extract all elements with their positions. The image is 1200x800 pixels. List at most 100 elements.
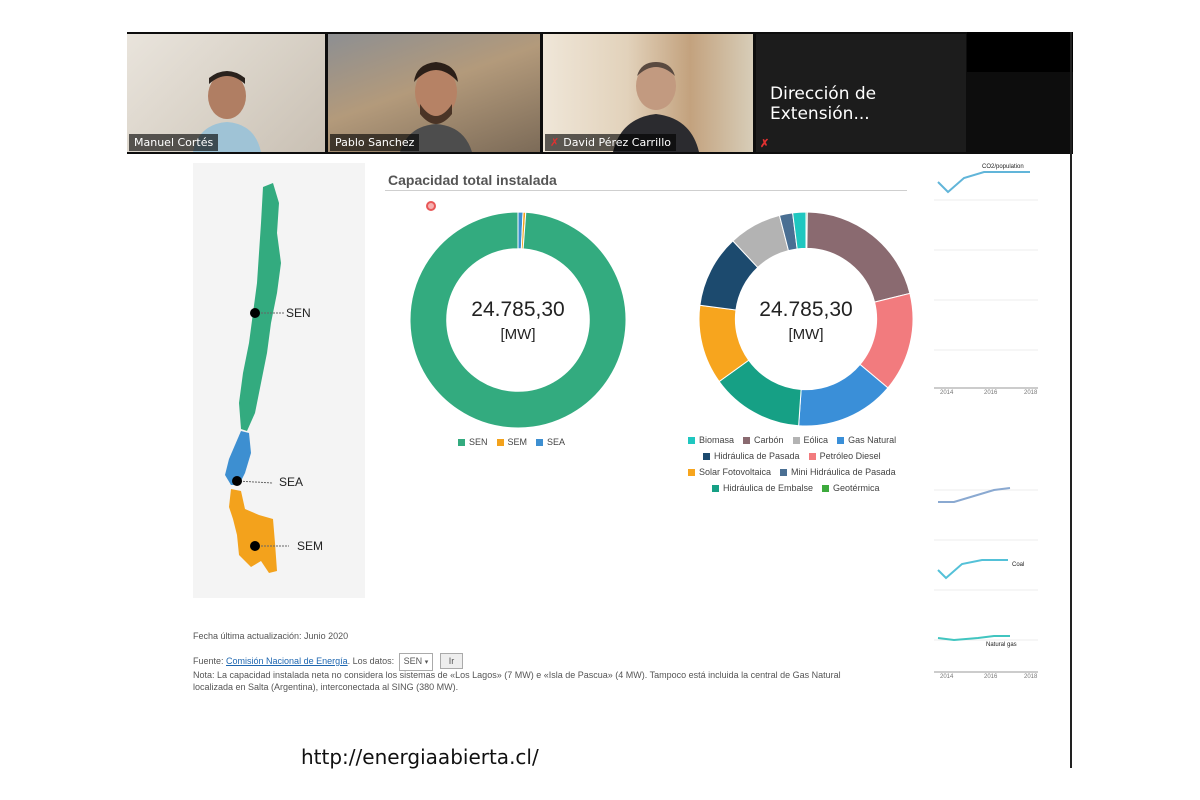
- legend-swatch: [822, 484, 830, 492]
- legend-row: Biomasa Carbón Eólica Gas Natural: [688, 435, 928, 451]
- source-link[interactable]: Comisión Nacional de Energía: [226, 656, 348, 666]
- legend-label: Biomasa: [699, 435, 735, 445]
- legend-label: Solar Fotovoltaica: [699, 467, 772, 477]
- side-series-line: [938, 487, 1011, 503]
- legend-item-gas-natural[interactable]: Gas Natural: [837, 435, 896, 445]
- legend-item-sen[interactable]: SEN: [458, 437, 488, 447]
- legend-swatch: [703, 452, 710, 460]
- video-tile-extension[interactable]: Dirección de Extensión... ✗: [756, 34, 966, 152]
- donut-left-center: 24.785,30 [MW]: [438, 298, 598, 343]
- year-tick: 2016: [984, 390, 998, 396]
- legend-swatch: [712, 484, 719, 492]
- legend-item-sea[interactable]: SEA: [536, 437, 565, 447]
- year-tick: 2014: [940, 390, 954, 396]
- page-border: [1070, 32, 1072, 768]
- legend-label: Geotérmica: [833, 483, 880, 493]
- legend-row: Solar Fotovoltaica Mini Hidráulica de Pas…: [688, 467, 928, 483]
- year-tick: 2018: [1024, 390, 1038, 396]
- legend-item-hidraulica-de-embalse[interactable]: Hidráulica de Embalse: [712, 483, 813, 493]
- legend-label: Hidráulica de Embalse: [723, 483, 814, 493]
- donut-right-unit: [MW]: [788, 326, 824, 343]
- legend-swatch: [536, 438, 544, 446]
- legend-swatch: [780, 468, 788, 476]
- chevron-down-icon: ▾: [424, 659, 429, 666]
- data-label: . Los datos:: [347, 656, 395, 666]
- legend-item-mini-hidraulica-de-pasada[interactable]: Mini Hidráulica de Pasada: [780, 467, 896, 477]
- chile-map[interactable]: SEN SEA SEM: [193, 163, 365, 598]
- year-tick: 2014: [940, 674, 954, 680]
- participant-name: Pablo Sanchez: [330, 134, 420, 151]
- participant-name: ✗ David Pérez Carrillo: [545, 134, 676, 151]
- year-tick: 2018: [1024, 674, 1038, 680]
- legend-row: Hidráulica de Pasada Petróleo Diesel: [688, 451, 928, 467]
- sen-region[interactable]: [239, 183, 281, 431]
- meeting-label: Dirección de Extensión...: [770, 84, 877, 124]
- legend-row: Hidráulica de Embalse Geotérmica: [688, 483, 928, 499]
- legend-swatch: [837, 436, 845, 444]
- sem-marker: [250, 541, 260, 551]
- legend-label: Gas Natural: [848, 435, 897, 445]
- legend-swatch: [496, 438, 504, 446]
- donut-chart-technologies[interactable]: [698, 211, 914, 427]
- legend-item-biomasa[interactable]: Biomasa: [688, 435, 734, 445]
- slice-biomasa[interactable]: [792, 211, 807, 250]
- year-tick: 2016: [984, 674, 998, 680]
- sem-region[interactable]: [229, 489, 277, 573]
- coal-label: Coal: [1012, 562, 1025, 568]
- legend-item-geotermica[interactable]: Geotérmica: [822, 483, 880, 493]
- title-rule: [385, 190, 907, 191]
- sea-region[interactable]: [225, 431, 251, 485]
- legend-label: Mini Hidráulica de Pasada: [791, 467, 896, 477]
- donut-left-unit: [MW]: [500, 326, 536, 343]
- legend-item-hidraulica-de-pasada[interactable]: Hidráulica de Pasada: [703, 451, 800, 461]
- legend-technologies: Biomasa Carbón Eólica Gas Natural Hidráulic…: [688, 435, 928, 499]
- source-line: Fuente: Comisión Nacional de Energía. Lo…: [193, 653, 464, 671]
- legend-item-petroleo-diesel[interactable]: Petróleo Diesel: [808, 451, 881, 461]
- sea-leader: [236, 480, 274, 484]
- legend-label: Eólica: [803, 435, 829, 445]
- mic-muted-icon: ✗: [550, 136, 560, 149]
- update-date: Fecha última actualización: Junio 2020: [193, 631, 349, 641]
- legend-label: SEA: [547, 437, 566, 447]
- strip-empty-area: [967, 32, 1073, 72]
- sea-marker: [232, 476, 242, 486]
- legend-item-eolica[interactable]: Eólica: [792, 435, 829, 445]
- natural-gas-line: [937, 635, 1010, 642]
- legend-swatch: [688, 468, 695, 476]
- website-url: http://energiaabierta.cl/: [301, 745, 539, 769]
- legend-swatch: [808, 452, 816, 460]
- legend-item-sem[interactable]: SEM: [496, 437, 528, 447]
- participant-name: Manuel Cortés: [129, 134, 219, 151]
- legend-label: SEN: [469, 437, 488, 447]
- legend-label: SEM: [507, 437, 528, 447]
- legend-label: Petróleo Diesel: [819, 451, 881, 461]
- source-prefix: Fuente:: [193, 656, 227, 666]
- legend-label: Carbón: [754, 435, 784, 445]
- map-label-sea: SEA: [279, 475, 304, 489]
- donut-right-center: 24.785,30 [MW]: [726, 298, 886, 343]
- system-select-value: SEN: [403, 656, 423, 666]
- video-tile-manuel[interactable]: Manuel Cortés: [127, 34, 325, 152]
- donut-left-value: 24.785,30: [471, 298, 565, 321]
- legend-swatch: [792, 436, 800, 444]
- side-charts-svg: [934, 171, 1038, 673]
- donut-chart-systems[interactable]: [409, 211, 627, 429]
- note-line-2: localizada en Salta (Argentina), interco…: [193, 682, 459, 692]
- chile-map-svg: [225, 183, 289, 573]
- map-label-sen: SEN: [286, 306, 311, 320]
- legend-item-carbon[interactable]: Carbón: [743, 435, 784, 445]
- note-line-1: Nota: La capacidad instalada neta no con…: [193, 670, 841, 680]
- legend-swatch: [688, 436, 695, 444]
- sen-marker: [250, 308, 260, 318]
- map-label-sem: SEM: [297, 539, 324, 553]
- legend-item-solar-fotovoltaica[interactable]: Solar Fotovoltaica: [688, 467, 771, 477]
- go-button[interactable]: Ir: [439, 653, 464, 669]
- slice-sen[interactable]: [409, 211, 627, 429]
- section-title: Capacidad total instalada: [388, 172, 557, 188]
- donut-right-value: 24.785,30: [759, 298, 853, 321]
- video-tile-david[interactable]: ✗ David Pérez Carrillo: [543, 34, 753, 152]
- coal-line: [937, 559, 1008, 580]
- video-tile-pablo[interactable]: Pablo Sanchez: [328, 34, 540, 152]
- slice-carbon[interactable]: [806, 211, 911, 303]
